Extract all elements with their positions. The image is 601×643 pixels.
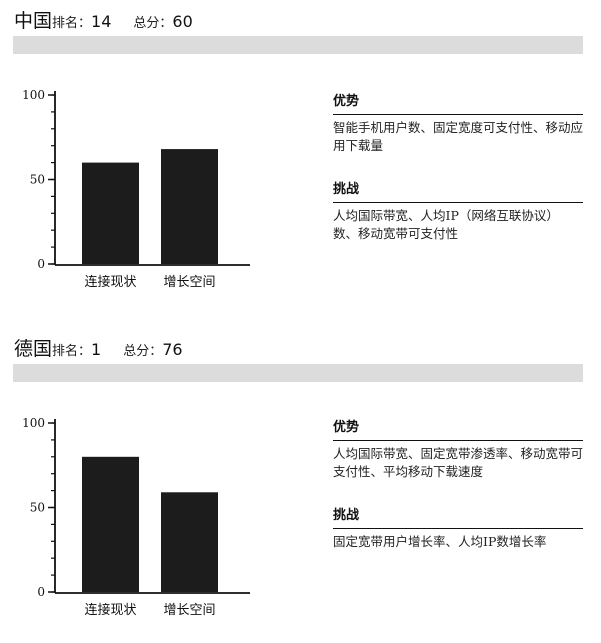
country-header: 德国 排名： 1 总分： 76	[14, 334, 183, 361]
bar-2	[161, 149, 218, 264]
challenges-title: 挑战	[333, 178, 583, 203]
challenges-text: 人均国际带宽、人均IP（网络互联协议）数、移动宽带可支付性	[333, 208, 559, 241]
x-tick-label: 连接现状	[84, 274, 136, 290]
strengths-block: 优势 智能手机用户数、固定宽度可支付性、移动应用下载量	[333, 90, 583, 155]
rank-label: 排名：	[52, 16, 92, 31]
strengths-text: 人均国际带宽、固定宽带渗透率、移动宽带可支付性、平均移动下载速度	[333, 446, 584, 479]
y-tick-label: 0	[37, 257, 45, 271]
country-section-germany: 德国 排名： 1 总分： 76 0 50 100 连接现状 增长空间 优势 人均国际带宽…	[0, 328, 601, 643]
score-value: 76	[162, 340, 183, 359]
y-tick-label: 0	[37, 585, 45, 599]
rank-label: 排名：	[52, 344, 92, 359]
x-tick-label: 连接现状	[84, 602, 136, 618]
rank-value: 1	[91, 340, 102, 359]
score-label: 总分：	[133, 16, 173, 31]
challenges-title: 挑战	[333, 504, 583, 529]
strengths-title: 优势	[333, 416, 583, 441]
bar-chart: 0 50 100 连接现状 增长空间	[22, 416, 250, 618]
bar-1	[82, 456, 139, 592]
x-tick-label: 增长空间	[163, 603, 215, 618]
score-value: 60	[172, 12, 193, 31]
y-tick-label: 50	[30, 173, 45, 187]
y-tick-label: 50	[30, 501, 45, 515]
bar-chart: 0 50 100 连接现状 增长空间	[22, 88, 250, 290]
country-header: 中国 排名： 14 总分： 60	[14, 6, 193, 33]
header-band	[13, 364, 583, 382]
strengths-title: 优势	[333, 90, 583, 115]
challenges-block: 挑战 固定宽带用户增长率、人均IP数增长率	[333, 504, 583, 551]
challenges-text: 固定宽带用户增长率、人均IP数增长率	[333, 534, 547, 549]
bar-1	[82, 162, 139, 264]
country-name: 中国	[14, 10, 53, 32]
strengths-block: 优势 人均国际带宽、固定宽带渗透率、移动宽带可支付性、平均移动下载速度	[333, 416, 583, 481]
y-tick-label: 100	[22, 416, 45, 430]
strengths-text: 智能手机用户数、固定宽度可支付性、移动应用下载量	[333, 120, 584, 153]
challenges-block: 挑战 人均国际带宽、人均IP（网络互联协议）数、移动宽带可支付性	[333, 178, 583, 243]
header-band	[13, 36, 583, 54]
rank-value: 14	[91, 12, 112, 31]
x-tick-label: 增长空间	[163, 275, 215, 290]
country-section-china: 中国 排名： 14 总分： 60 0 50 100 连接现状 增长空间 优势 智能手机用…	[0, 0, 601, 315]
score-label: 总分：	[123, 344, 163, 359]
y-tick-label: 100	[22, 88, 45, 102]
country-name: 德国	[14, 338, 53, 360]
bar-2	[161, 492, 218, 592]
